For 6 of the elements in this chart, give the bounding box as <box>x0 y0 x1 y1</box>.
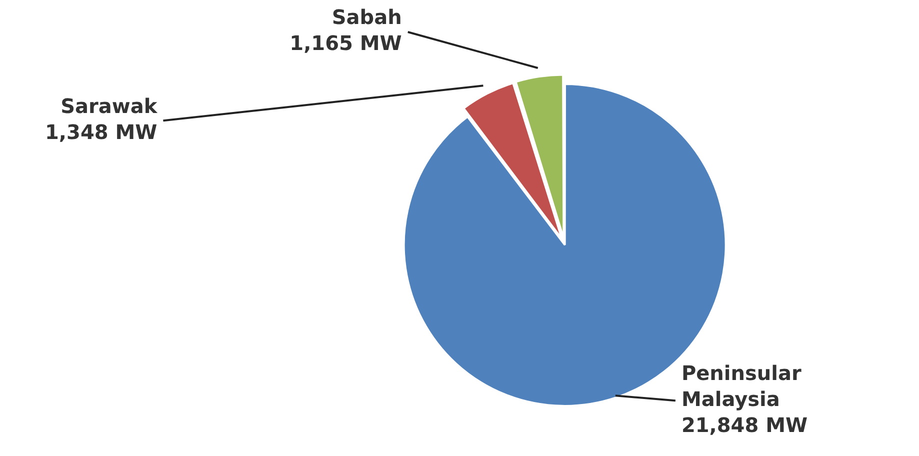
slice-label: Peninsular Malaysia <box>681 360 802 411</box>
data-label: 21,848 MW <box>681 412 808 437</box>
data-label: 1,348 MW <box>45 120 158 144</box>
slice-label: Sarawak <box>60 94 158 118</box>
slice-label: Sabah <box>332 5 402 30</box>
data-label: 1,165 MW <box>290 31 402 56</box>
